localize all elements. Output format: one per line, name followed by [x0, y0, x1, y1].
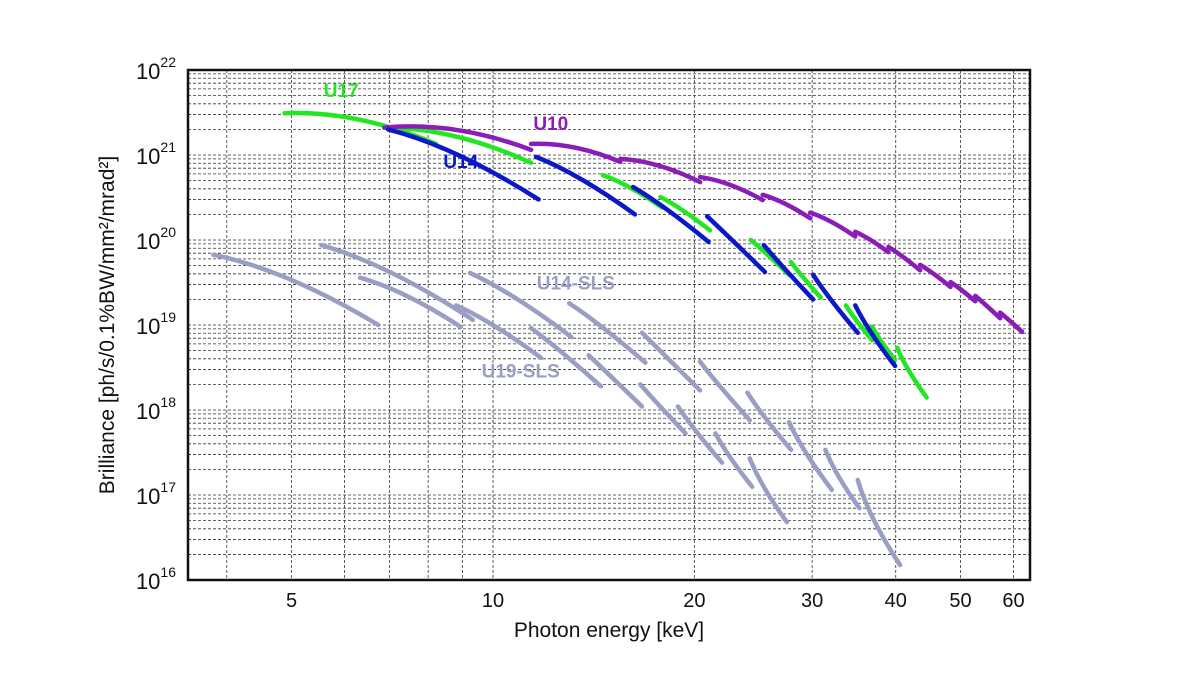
curve-segment-u14-sls	[467, 270, 574, 340]
curve-segment-u14-sls	[697, 359, 752, 423]
curve-segment-u10	[618, 156, 703, 185]
series-u10	[382, 124, 1025, 335]
y-tick-base: 10	[136, 314, 160, 339]
curve-segment-u14-sls	[855, 477, 903, 568]
series-u14	[385, 127, 898, 369]
x-tick-label: 20	[683, 590, 705, 612]
curve-segment-u10	[948, 279, 978, 304]
series-u19-sls	[211, 252, 790, 525]
curve-segment-u14	[810, 272, 861, 336]
x-tick-label: 60	[1002, 590, 1024, 612]
curve-segment-u19-sls	[211, 252, 381, 328]
curve-segment-u17	[843, 303, 875, 343]
curve-segment-u17	[894, 345, 929, 400]
y-tick-label: 1022	[136, 54, 176, 84]
y-tick-label: 1020	[136, 224, 176, 254]
y-tick-label: 1019	[136, 309, 176, 339]
curve-segment-u10	[853, 229, 891, 255]
curve-segment-u14	[385, 127, 541, 202]
y-tick-exponent: 22	[160, 54, 176, 70]
curve-segment-u14	[533, 154, 638, 217]
x-tick-label: 40	[885, 590, 907, 612]
y-tick-base: 10	[136, 59, 160, 84]
curve-segment-u14-sls	[823, 447, 862, 511]
x-tick-label: 5	[286, 590, 297, 612]
curve-segment-u10	[528, 141, 623, 165]
curve-segment-u19-sls	[747, 456, 790, 525]
curve-segment-u14	[704, 214, 768, 275]
curve-segment-u14-sls	[639, 330, 703, 393]
curve-segment-u19-sls	[713, 431, 755, 490]
series-label-u17: U17	[324, 81, 359, 102]
curve-segment-u14-sls	[786, 419, 835, 493]
y-tick-exponent: 17	[160, 479, 176, 495]
curve-segment-u19-sls	[586, 353, 645, 409]
curve-segment-u17	[658, 194, 713, 233]
series-label-u14: U14	[443, 152, 478, 173]
y-tick-label: 1016	[136, 564, 176, 594]
y-tick-exponent: 16	[160, 564, 176, 580]
y-tick-base: 10	[136, 399, 160, 424]
x-tick-label: 10	[482, 590, 504, 612]
curve-segment-u19-sls	[453, 303, 544, 361]
curve-segment-u10	[697, 174, 765, 203]
y-tick-label: 1021	[136, 139, 176, 169]
series-group	[211, 110, 1025, 568]
series-label-u10: U10	[533, 114, 568, 135]
y-tick-exponent: 20	[160, 224, 176, 240]
series-label-u14-sls: U14-SLS	[537, 274, 615, 295]
curve-segment-u10	[382, 124, 534, 153]
curve-segment-u14	[761, 242, 816, 302]
curve-segment-u14	[630, 184, 711, 245]
plot-frame	[186, 68, 1032, 582]
curve-segment-u14-sls	[319, 242, 476, 323]
y-tick-exponent: 18	[160, 394, 176, 410]
curve-segment-u10	[917, 262, 953, 290]
y-tick-exponent: 19	[160, 309, 176, 325]
curve-segment-u19-sls	[528, 325, 604, 389]
y-tick-base: 10	[136, 569, 160, 594]
x-axis-label: Photon energy [keV]	[514, 619, 704, 642]
curve-segment-u19-sls	[637, 382, 688, 436]
curve-segment-u10	[807, 210, 858, 239]
curve-segment-u10	[997, 310, 1025, 335]
x-tick-label: 30	[801, 590, 823, 612]
curve-segment-u19-sls	[675, 404, 725, 465]
curve-segment-u10	[973, 293, 1003, 321]
series-u14-sls	[319, 242, 903, 568]
curve-segment-u17	[788, 259, 823, 300]
y-axis-label: Brilliance [ph/s/0.1%BW/mm²/mrad²]	[96, 156, 119, 494]
y-tick-base: 10	[136, 229, 160, 254]
curve-segment-u17	[870, 324, 898, 363]
curve-segment-u14	[853, 303, 898, 369]
curve-segment-u14-sls	[745, 390, 794, 453]
x-tick-label: 50	[949, 590, 971, 612]
series-label-u19-sls: U19-SLS	[482, 362, 560, 383]
y-tick-base: 10	[136, 144, 160, 169]
curve-segment-u14-sls	[566, 301, 648, 365]
y-tick-exponent: 21	[160, 139, 176, 155]
y-tick-label: 1017	[136, 479, 176, 509]
x-tick-labels: 5 10 20 30 40 50 60	[286, 590, 1025, 612]
y-tick-label: 1018	[136, 394, 176, 424]
curve-segment-u10	[760, 192, 813, 221]
series-labels: U17 U10 U14 U14-SLS U19-SLS	[324, 81, 615, 383]
y-tick-base: 10	[136, 484, 160, 509]
curve-segment-u10	[886, 244, 923, 273]
curve-segment-u19-sls	[357, 275, 464, 330]
